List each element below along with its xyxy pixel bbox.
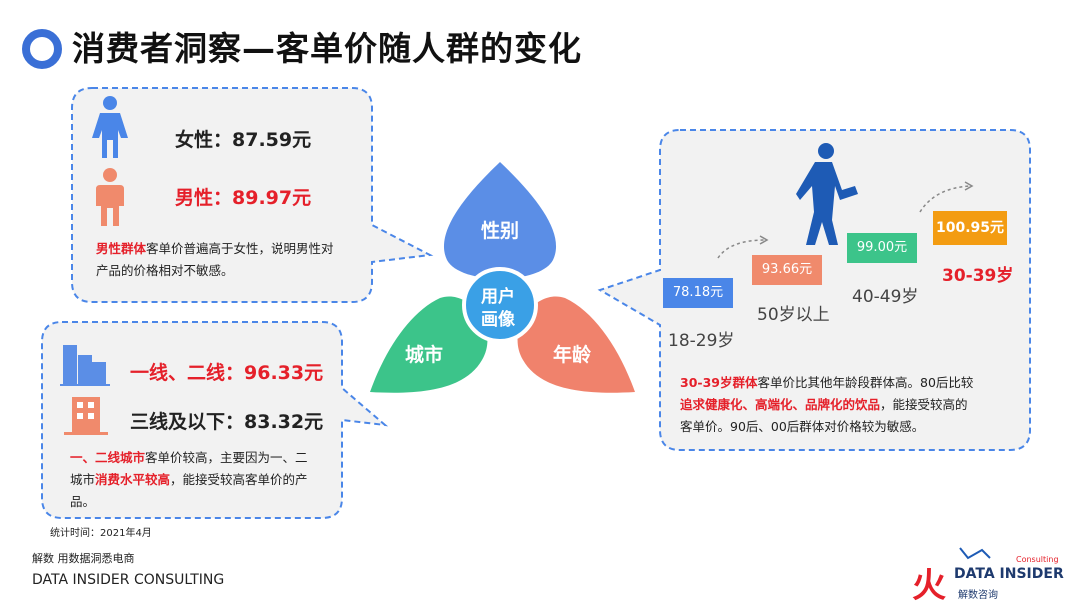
- city-description: 一、二线城市客单价较高，主要因为一、二 城市消费水平较高，能接受较高客单价的产 …: [70, 447, 335, 513]
- gender-desc-text: 客单价普遍高于女性，说明男性对: [146, 241, 334, 256]
- city-desc-line2-rest: ，能接受较高客单价的产: [170, 472, 308, 487]
- stat-time: 统计时间：2021年4月: [50, 528, 152, 539]
- petal-city-label: 城市: [405, 344, 444, 366]
- gender-desc-highlight: 男性群体: [96, 241, 147, 256]
- logo-text: DATA INSIDER: [954, 566, 1064, 582]
- logo-fire-mark: 火: [912, 566, 946, 606]
- logo-small-text: Consulting: [1016, 555, 1059, 564]
- climbing-person-icon: [796, 143, 858, 245]
- petal-city: [370, 296, 488, 393]
- city-desc-line3: 品。: [70, 494, 96, 509]
- logo-sub: 解数咨询: [958, 590, 998, 601]
- age-step-value: 78.18元: [663, 278, 733, 308]
- age-label: 40-49岁: [852, 287, 919, 307]
- brand-en: DATA INSIDER CONSULTING: [32, 572, 225, 588]
- tier3-value: 三线及以下：83.32元: [130, 411, 324, 433]
- city-desc-highlight2: 消费水平较高: [95, 472, 171, 487]
- center-label-line1: 用户: [481, 287, 515, 307]
- gender-desc-line2: 产品的价格相对不敏感。: [96, 263, 234, 278]
- gender-bubble: [71, 87, 434, 303]
- age-label: 50岁以上: [757, 305, 830, 325]
- age-desc-highlight1: 30-39岁群体: [680, 375, 758, 390]
- logo-wave-icon: [959, 547, 991, 560]
- age-label-top: 30-39岁: [942, 266, 1014, 286]
- city-bubble: [41, 321, 389, 519]
- age-label: 18-29岁: [668, 331, 735, 351]
- age-bubble: [597, 129, 1031, 451]
- age-desc-text2: ，能接受较高的: [880, 397, 968, 412]
- title-ring-icon: [22, 29, 62, 69]
- brand-cn: 解数 用数据洞悉电商: [32, 552, 135, 565]
- tier12-value: 一线、二线：96.33元: [130, 362, 324, 384]
- center-circle: [462, 267, 538, 343]
- building-icon: [64, 397, 108, 435]
- female-icon: [92, 96, 128, 158]
- gender-description: 男性群体客单价普遍高于女性，说明男性对 产品的价格相对不敏感。: [96, 238, 361, 282]
- city-desc-text1: 客单价较高，主要因为一、二: [145, 450, 308, 465]
- male-icon: [96, 168, 124, 226]
- age-step-value-top: 100.95元: [933, 211, 1007, 245]
- city-desc-highlight1: 一、二线城市: [70, 450, 146, 465]
- petal-age: [517, 296, 635, 393]
- skyscraper-icon: [60, 345, 110, 386]
- age-description: 30-39岁群体客单价比其他年龄段群体高。80后比较 追求健康化、高端化、品牌化…: [680, 372, 1015, 438]
- petal-gender: [443, 162, 557, 279]
- male-value: 男性：89.97元: [175, 187, 312, 209]
- age-desc-line3: 客单价。90后、00后群体对价格较为敏感。: [680, 419, 925, 434]
- center-label-line2: 画像: [481, 310, 515, 330]
- age-desc-highlight2: 追求健康化、高端化、品牌化的饮品: [680, 397, 881, 412]
- page-title: 消费者洞察—客单价随人群的变化: [72, 29, 582, 68]
- petal-age-label: 年龄: [553, 344, 592, 366]
- female-value: 女性：87.59元: [175, 129, 312, 151]
- age-step-value: 99.00元: [847, 233, 917, 263]
- age-desc-text1: 客单价比其他年龄段群体高。80后比较: [757, 375, 974, 390]
- age-step-value: 93.66元: [752, 255, 822, 285]
- city-desc-line2-pre: 城市: [70, 472, 96, 487]
- petal-gender-label: 性别: [481, 220, 520, 242]
